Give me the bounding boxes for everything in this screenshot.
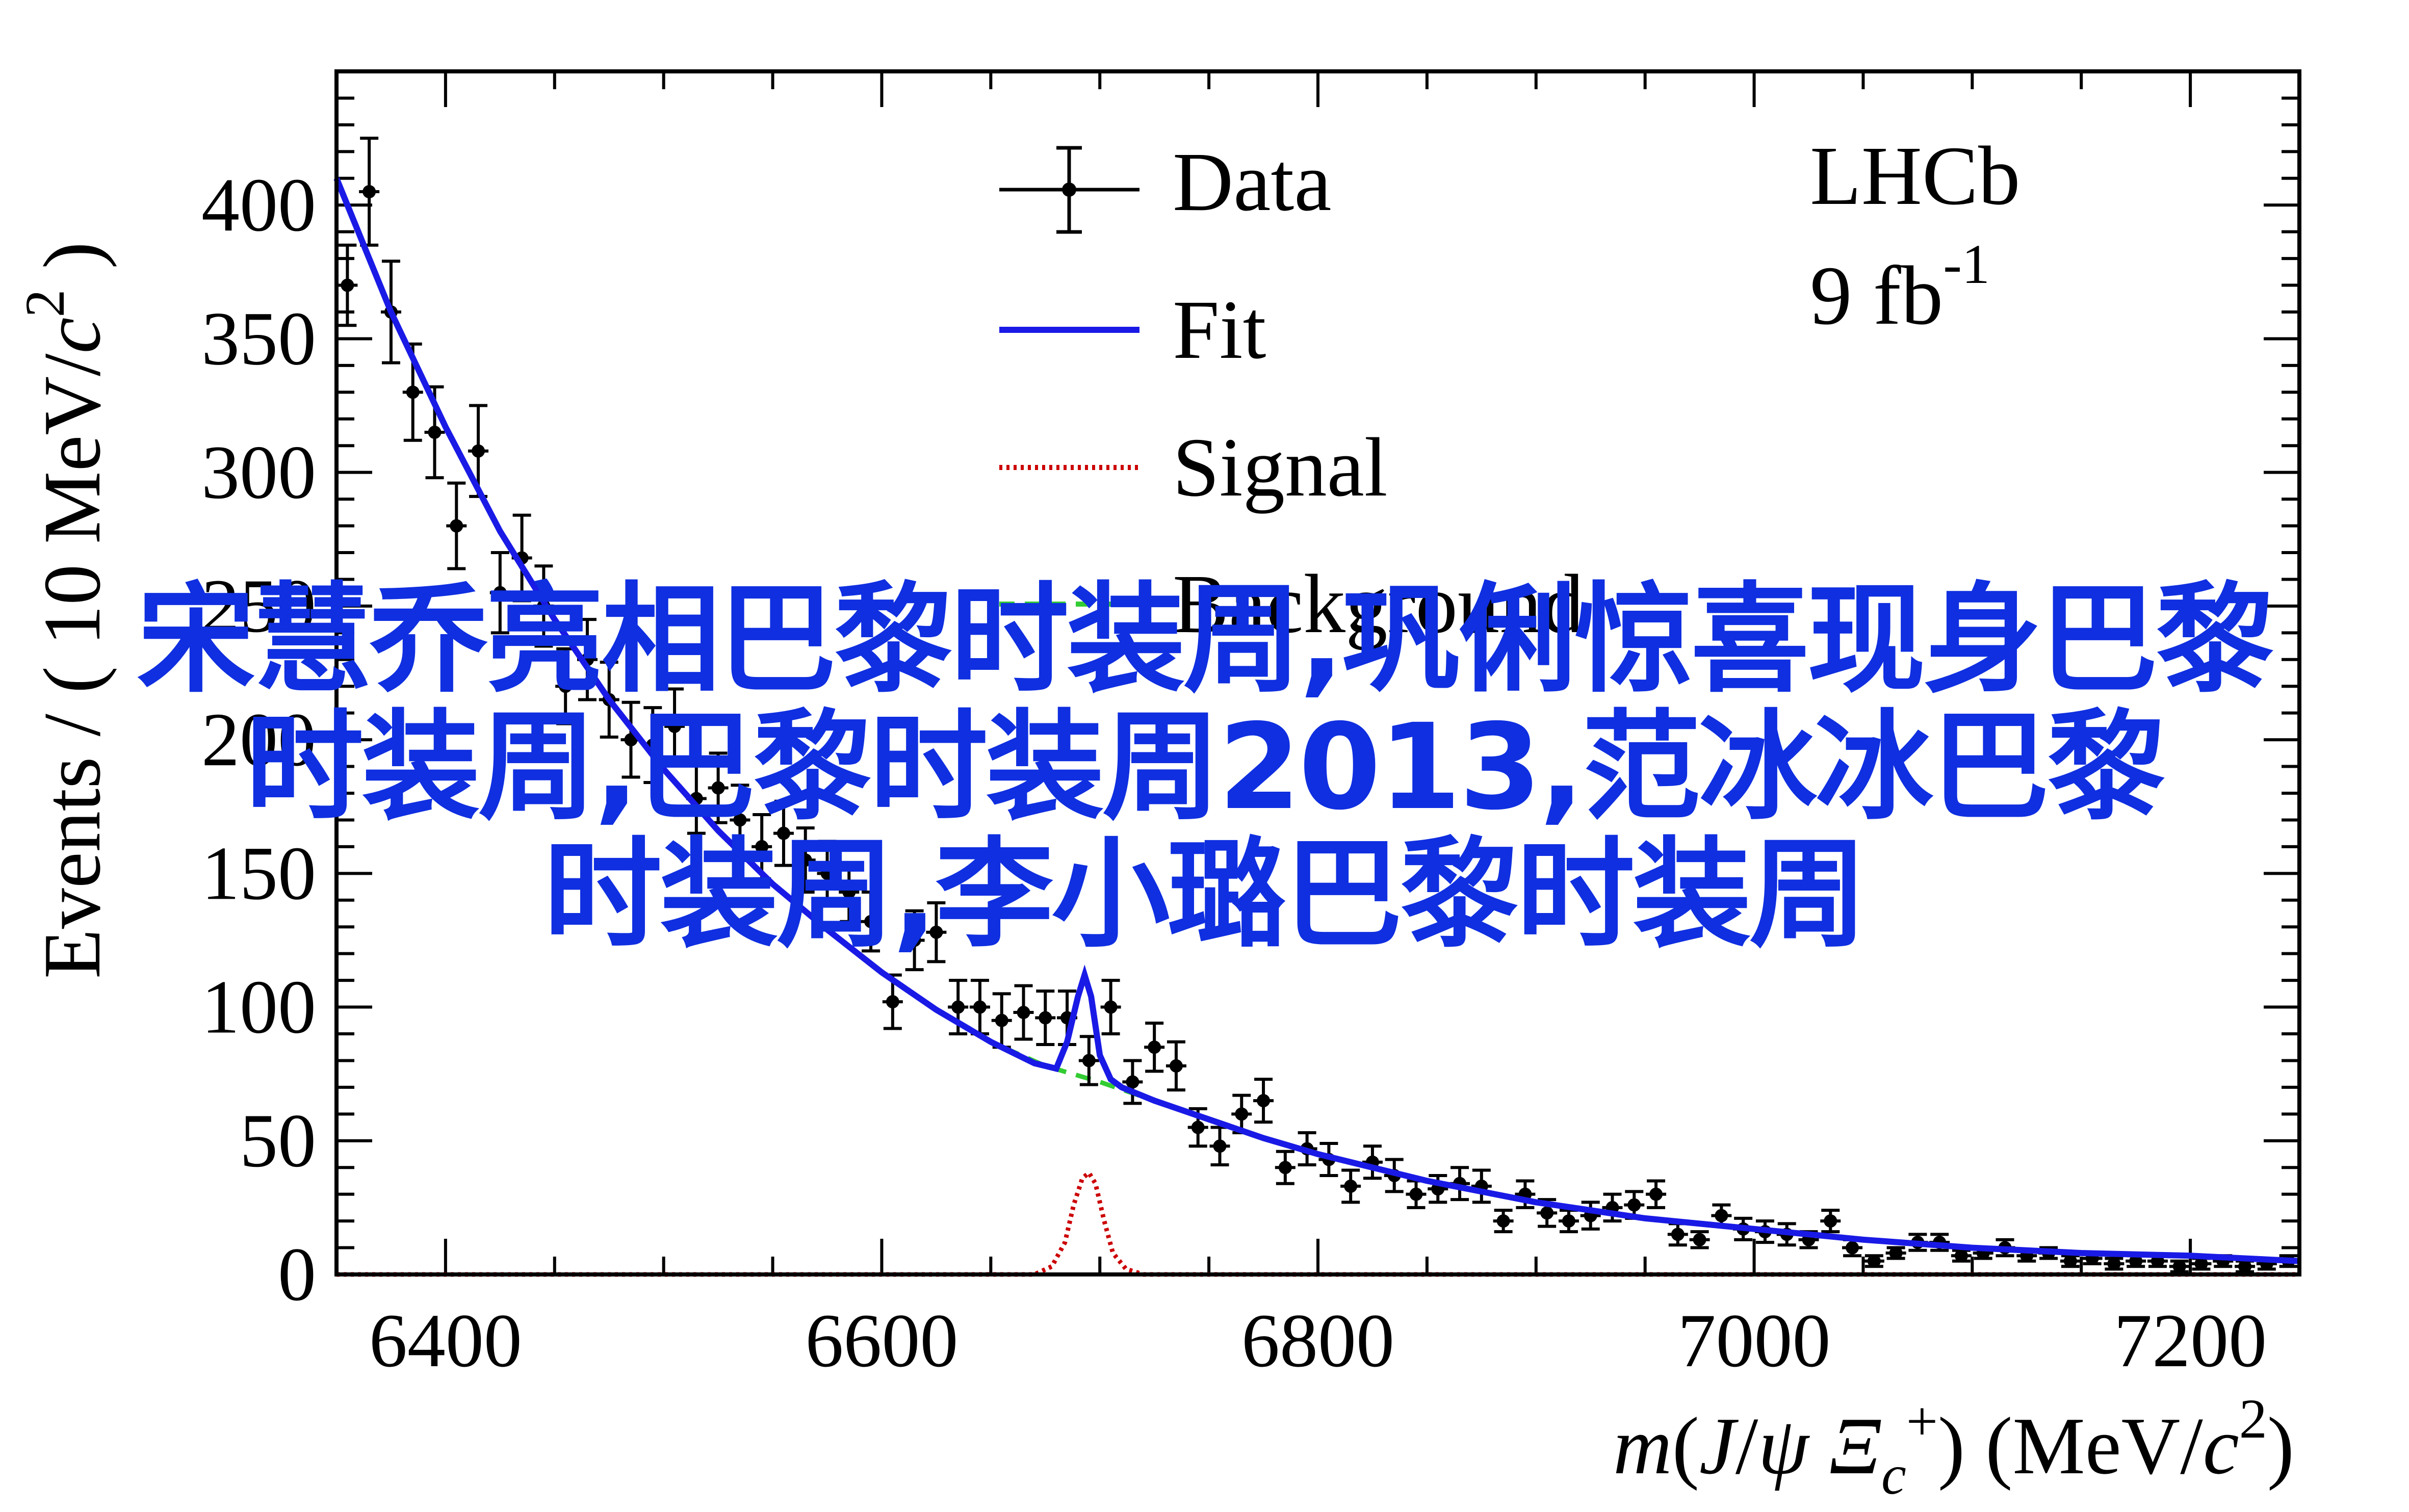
overlay-line-1: 宋慧乔亮相巴黎时装周,巩俐惊喜现身巴黎	[137, 571, 2274, 709]
plot-frame	[334, 69, 2301, 1276]
y-tick-label: 100	[201, 965, 316, 1050]
data-point	[359, 137, 380, 247]
y-tick-label: 250	[201, 564, 316, 648]
data-point	[752, 813, 772, 880]
axis-tick-labels: 6400 6600 6800 7000 7200 0 50 100 150 200 250 300 35…	[201, 163, 2267, 1383]
data-point	[1209, 1126, 1230, 1166]
fit-curve	[333, 177, 2300, 1264]
legend-label-signal: Signal	[1173, 421, 1388, 514]
x-tick-label: 7000	[1678, 1298, 1831, 1383]
y-tick-label: 150	[201, 831, 316, 916]
data-point	[1100, 979, 1121, 1035]
data-point	[773, 799, 794, 867]
data-point	[1667, 1222, 1688, 1247]
data-point	[1820, 1209, 1841, 1234]
legend-label-data: Data	[1173, 135, 1331, 228]
data-point	[2060, 1254, 2081, 1268]
data-point	[1471, 1168, 1492, 1204]
x-tick-label: 6600	[805, 1298, 958, 1383]
y-tick-label: 300	[201, 430, 316, 515]
data-point	[991, 992, 1012, 1049]
data-point	[1580, 1201, 1601, 1231]
y-tick-label: 200	[201, 697, 316, 782]
y-tick-label: 50	[240, 1099, 316, 1183]
y-tick-label: 400	[201, 163, 316, 247]
legend: Data Fit Signal Background	[999, 135, 1584, 650]
data-point	[1035, 989, 1056, 1046]
data-point	[1885, 1246, 1906, 1260]
legend-entry-signal: Signal	[999, 421, 1388, 514]
data-point	[664, 687, 685, 766]
y-tick-label: 350	[201, 296, 316, 381]
luminosity-exponent: -1	[1943, 233, 1990, 295]
data-point	[926, 901, 947, 963]
data-point	[817, 840, 838, 907]
data-point	[1362, 1144, 1383, 1180]
data-point	[2126, 1254, 2146, 1268]
y-axis-label: Events / ( 10 MeV/c2 )	[14, 242, 117, 979]
x-axis-label: m(J/ψ Ξc+) (MeV/c2)	[1613, 1388, 2294, 1506]
data-point	[468, 404, 489, 498]
x-tick-label: 7200	[2114, 1298, 2267, 1383]
data-point	[795, 826, 816, 894]
data-point	[337, 243, 358, 327]
legend-label-background: Background	[1173, 557, 1584, 650]
data-point	[1340, 1168, 1361, 1204]
data-point	[555, 647, 576, 725]
y-tick-label: 0	[278, 1232, 316, 1317]
legend-label-fit: Fit	[1173, 283, 1266, 376]
data-point	[1253, 1078, 1274, 1124]
fit-line	[333, 177, 2300, 1264]
data-point	[1646, 1179, 1667, 1209]
data-point	[969, 979, 990, 1035]
data-point	[2104, 1257, 2125, 1271]
data-point	[1951, 1248, 1972, 1263]
data-point	[2169, 1259, 2190, 1273]
data-point	[511, 513, 532, 603]
data-point	[1013, 984, 1034, 1041]
data-point	[1428, 1174, 1448, 1204]
luminosity-label: 9 fb-1	[1810, 233, 1990, 342]
data-point	[1558, 1209, 1579, 1234]
data-point	[1689, 1230, 1710, 1249]
data-point	[489, 551, 510, 635]
x-tick-label: 6800	[1241, 1298, 1394, 1383]
luminosity-value: 9 fb	[1810, 249, 1943, 342]
data-point	[1122, 1059, 1143, 1105]
data-point	[861, 891, 882, 953]
data-point	[1493, 1209, 1514, 1234]
x-tick-label: 6400	[369, 1298, 522, 1383]
data-point	[1144, 1022, 1165, 1073]
data-point	[1165, 1040, 1186, 1092]
data-point	[1275, 1150, 1296, 1185]
legend-entry-background: Background	[999, 557, 1584, 650]
legend-entry-fit: Fit	[999, 283, 1266, 376]
overlay-line-3: 时装周,李小璐巴黎时装周	[543, 826, 1867, 963]
data-point	[446, 481, 467, 570]
data-point	[904, 909, 925, 972]
data-point	[1863, 1254, 1884, 1268]
data-point	[839, 861, 860, 923]
legend-entry-data: Data	[999, 135, 1331, 234]
watermark-overlay-text: 宋慧乔亮相巴黎时装周,巩俐惊喜现身巴黎 时装周,巴黎时装周2013,范冰冰巴黎 …	[0, 576, 2409, 958]
data-point	[1231, 1093, 1252, 1135]
overlay-line-2: 时装周,巴黎时装周2013,范冰冰巴黎	[245, 698, 2166, 836]
experiment-label: LHCb	[1810, 129, 2021, 222]
data-point	[1406, 1179, 1427, 1209]
